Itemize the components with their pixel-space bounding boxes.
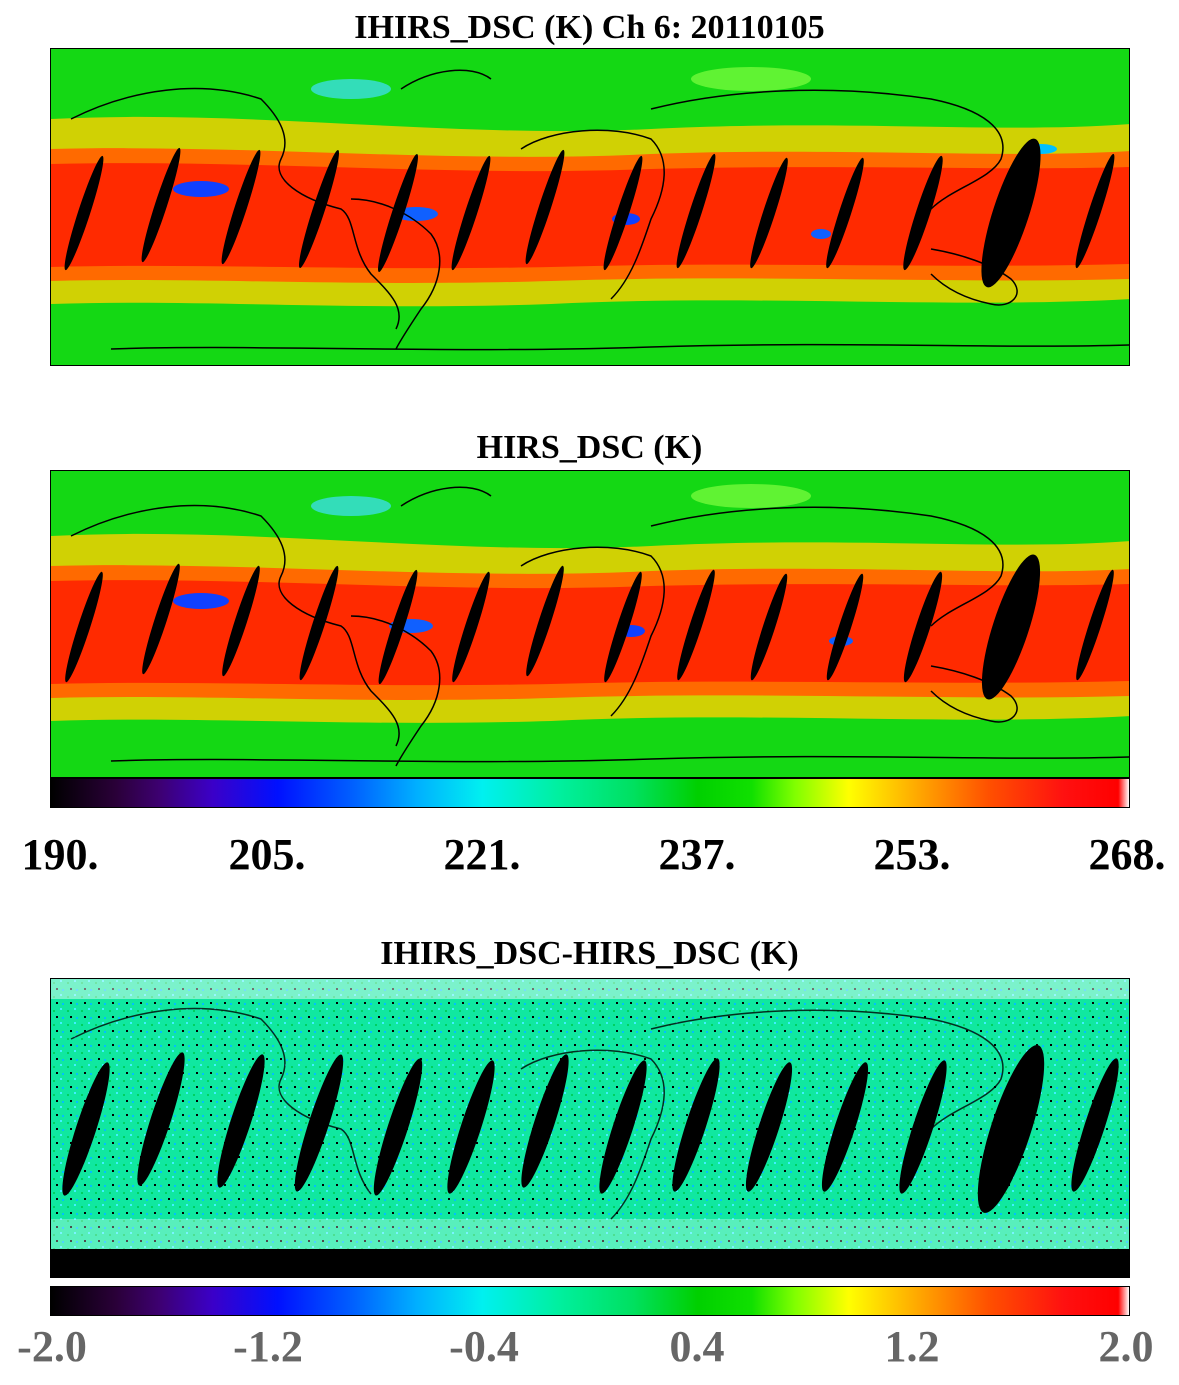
tick-label: -1.2 bbox=[233, 1322, 303, 1371]
tick-label: 221. bbox=[443, 830, 521, 879]
tick-label: 2.0 bbox=[1098, 1322, 1154, 1371]
tick-label: 190. bbox=[21, 830, 99, 879]
panel2-title: HIRS_DSC (K) bbox=[476, 429, 703, 466]
difference-map bbox=[50, 978, 1130, 1278]
panel3-title: IHIRS_DSC-HIRS_DSC (K) bbox=[380, 935, 799, 972]
colorbar-difference bbox=[50, 1286, 1130, 1316]
colorbar-temperature bbox=[50, 778, 1130, 808]
tick-label: 268. bbox=[1088, 830, 1166, 879]
tick-label: 205. bbox=[228, 830, 306, 879]
tick-label: 1.2 bbox=[884, 1322, 940, 1371]
hirs-map bbox=[50, 470, 1130, 778]
ihirs-map-image bbox=[51, 49, 1129, 365]
difference-map-image bbox=[51, 979, 1129, 1277]
tick-label: -0.4 bbox=[449, 1322, 519, 1371]
panel1-title: IHIRS_DSC (K) Ch 6: 20110105 bbox=[354, 9, 825, 46]
tick-label: 253. bbox=[873, 830, 951, 879]
colorbar-temperature-ticks: 190. 205. 221. 237. 253. 268. bbox=[0, 830, 1179, 880]
colorbar-difference-ticks: -2.0 -1.2 -0.4 0.4 1.2 2.0 bbox=[0, 1322, 1179, 1372]
tick-label: 0.4 bbox=[669, 1322, 725, 1371]
hirs-map-image bbox=[51, 471, 1129, 777]
ihirs-map bbox=[50, 48, 1130, 366]
tick-label: 237. bbox=[658, 830, 736, 879]
tick-label: -2.0 bbox=[17, 1322, 87, 1371]
